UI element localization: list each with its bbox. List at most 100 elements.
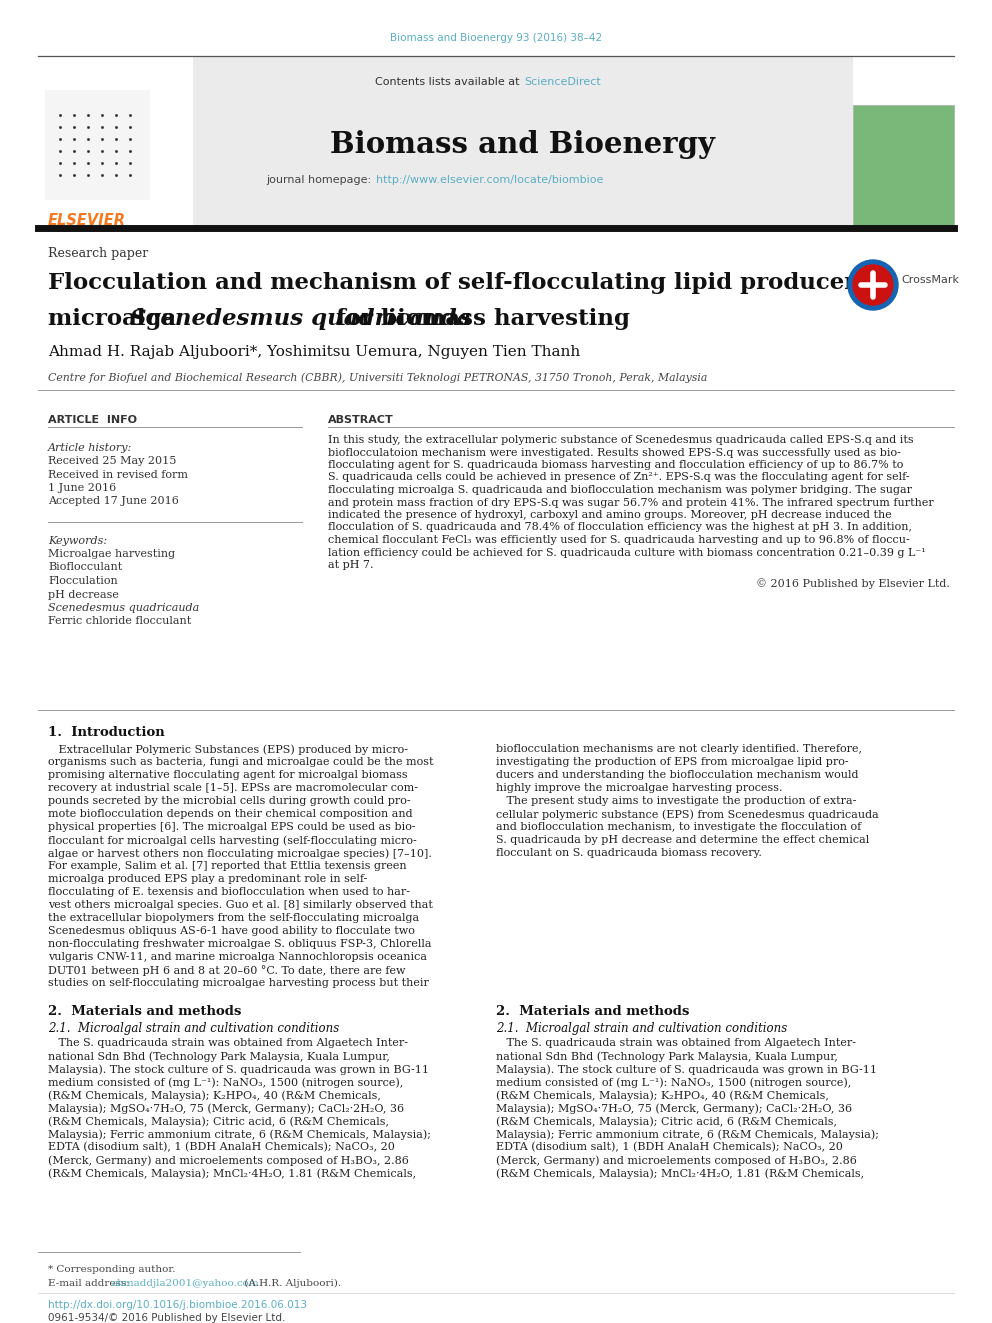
Text: ABSTRACT: ABSTRACT (328, 415, 394, 425)
Text: 2.  Materials and methods: 2. Materials and methods (496, 1005, 689, 1017)
Text: © 2016 Published by Elsevier Ltd.: © 2016 Published by Elsevier Ltd. (756, 578, 950, 589)
Text: flocculating agent for S. quadricauda biomass harvesting and flocculation effici: flocculating agent for S. quadricauda bi… (328, 460, 904, 470)
Text: Scenedesmus quadricauda: Scenedesmus quadricauda (130, 308, 471, 329)
Text: (R&M Chemicals, Malaysia); MnCl₂·4H₂O, 1.81 (R&M Chemicals,: (R&M Chemicals, Malaysia); MnCl₂·4H₂O, 1… (496, 1168, 864, 1179)
Bar (38, 57, 193, 225)
Circle shape (848, 261, 898, 310)
Text: S. quadricauda cells could be achieved in presence of Zn²⁺. EPS-S.q was the floc: S. quadricauda cells could be achieved i… (328, 472, 910, 483)
Text: Malaysia); MgSO₄·7H₂O, 75 (Merck, Germany); CaCl₂·2H₂O, 36: Malaysia); MgSO₄·7H₂O, 75 (Merck, German… (496, 1103, 852, 1114)
Text: vest others microalgal species. Guo et al. [8] similarly observed that: vest others microalgal species. Guo et a… (48, 900, 433, 910)
Text: Scenedesmus obliquus AS-6-1 have good ability to flocculate two: Scenedesmus obliquus AS-6-1 have good ab… (48, 926, 415, 935)
Text: indicated the presence of hydroxyl, carboxyl and amino groups. Moreover, pH decr: indicated the presence of hydroxyl, carb… (328, 509, 892, 520)
Text: Keywords:: Keywords: (48, 536, 107, 546)
Text: BIOMASS &
BIOENERGY: BIOMASS & BIOENERGY (878, 82, 928, 102)
Text: and protein mass fraction of dry EPS-S.q was sugar 56.7% and protein 41%. The in: and protein mass fraction of dry EPS-S.q… (328, 497, 933, 508)
Text: flocculating microalga S. quadricauda and bioflocculation mechanism was polymer : flocculating microalga S. quadricauda an… (328, 486, 912, 495)
Text: 0961-9534/© 2016 Published by Elsevier Ltd.: 0961-9534/© 2016 Published by Elsevier L… (48, 1312, 286, 1323)
Text: cellular polymeric substance (EPS) from Scenedesmus quadricauda: cellular polymeric substance (EPS) from … (496, 808, 879, 819)
Text: ducers and understanding the bioflocculation mechanism would: ducers and understanding the biofloccula… (496, 770, 858, 781)
Text: * Corresponding author.: * Corresponding author. (48, 1265, 176, 1274)
Text: investigating the production of EPS from microalgae lipid pro-: investigating the production of EPS from… (496, 757, 848, 767)
Text: Malaysia). The stock culture of S. quadricauda was grown in BG-11: Malaysia). The stock culture of S. quadr… (48, 1064, 429, 1074)
Text: For example, Salim et al. [7] reported that Ettlia texensis green: For example, Salim et al. [7] reported t… (48, 861, 407, 871)
Text: flocculating of E. texensis and bioflocculation when used to har-: flocculating of E. texensis and bioflocc… (48, 886, 410, 897)
Text: 1 June 2016: 1 June 2016 (48, 483, 116, 493)
Text: algae or harvest others non flocculating microalgae species) [7–10].: algae or harvest others non flocculating… (48, 848, 432, 859)
Text: Accepted 17 June 2016: Accepted 17 June 2016 (48, 496, 179, 507)
Text: Bioflocculant: Bioflocculant (48, 562, 122, 573)
Text: ScienceDirect: ScienceDirect (524, 77, 601, 87)
Text: In this study, the extracellular polymeric substance of Scenedesmus quadricauda : In this study, the extracellular polymer… (328, 435, 914, 445)
Text: Malaysia). The stock culture of S. quadricauda was grown in BG-11: Malaysia). The stock culture of S. quadr… (496, 1064, 877, 1074)
Text: CrossMark: CrossMark (901, 275, 959, 284)
Text: Ahmad H. Rajab Aljuboori*, Yoshimitsu Uemura, Nguyen Tien Thanh: Ahmad H. Rajab Aljuboori*, Yoshimitsu Ue… (48, 345, 580, 359)
Text: 2.1.  Microalgal strain and cultivation conditions: 2.1. Microalgal strain and cultivation c… (48, 1021, 339, 1035)
Circle shape (853, 265, 893, 306)
Text: E-mail address:: E-mail address: (48, 1279, 133, 1289)
Bar (853, 105, 954, 225)
Text: mote bioflocculation depends on their chemical composition and: mote bioflocculation depends on their ch… (48, 808, 413, 819)
Text: bioflocculation mechanisms are not clearly identified. Therefore,: bioflocculation mechanisms are not clear… (496, 744, 862, 754)
Text: medium consisted of (mg L⁻¹): NaNO₃, 1500 (nitrogen source),: medium consisted of (mg L⁻¹): NaNO₃, 150… (496, 1077, 851, 1088)
Text: (R&M Chemicals, Malaysia); Citric acid, 6 (R&M Chemicals,: (R&M Chemicals, Malaysia); Citric acid, … (496, 1117, 837, 1127)
Text: Malaysia); MgSO₄·7H₂O, 75 (Merck, Germany); CaCl₂·2H₂O, 36: Malaysia); MgSO₄·7H₂O, 75 (Merck, German… (48, 1103, 404, 1114)
Text: national Sdn Bhd (Technology Park Malaysia, Kuala Lumpur,: national Sdn Bhd (Technology Park Malays… (496, 1050, 838, 1061)
Text: Extracellular Polymeric Substances (EPS) produced by micro-: Extracellular Polymeric Substances (EPS)… (48, 744, 408, 754)
Text: 2.  Materials and methods: 2. Materials and methods (48, 1005, 241, 1017)
Text: Research paper: Research paper (48, 247, 148, 261)
Text: EDTA (disodium salt), 1 (BDH AnalaH Chemicals); NaCO₃, 20: EDTA (disodium salt), 1 (BDH AnalaH Chem… (48, 1142, 395, 1152)
Text: national Sdn Bhd (Technology Park Malaysia, Kuala Lumpur,: national Sdn Bhd (Technology Park Malays… (48, 1050, 390, 1061)
Text: Malaysia); Ferric ammonium citrate, 6 (R&M Chemicals, Malaysia);: Malaysia); Ferric ammonium citrate, 6 (R… (48, 1129, 431, 1139)
Text: (Merck, Germany) and microelements composed of H₃BO₃, 2.86: (Merck, Germany) and microelements compo… (496, 1155, 857, 1166)
Text: http://www.elsevier.com/locate/biombioe: http://www.elsevier.com/locate/biombioe (376, 175, 603, 185)
Bar (193, 57, 853, 225)
Text: highly improve the microalgae harvesting process.: highly improve the microalgae harvesting… (496, 783, 783, 792)
Text: S. quadricauda by pH decrease and determine the effect chemical: S. quadricauda by pH decrease and determ… (496, 835, 869, 845)
Text: ARTICLE  INFO: ARTICLE INFO (48, 415, 137, 425)
Text: 1.  Introduction: 1. Introduction (48, 726, 165, 740)
Text: microalga: microalga (48, 308, 184, 329)
Text: medium consisted of (mg L⁻¹): NaNO₃, 1500 (nitrogen source),: medium consisted of (mg L⁻¹): NaNO₃, 150… (48, 1077, 404, 1088)
Text: flocculant for microalgal cells harvesting (self-flocculating micro-: flocculant for microalgal cells harvesti… (48, 835, 417, 845)
Text: (Merck, Germany) and microelements composed of H₃BO₃, 2.86: (Merck, Germany) and microelements compo… (48, 1155, 409, 1166)
Text: promising alternative flocculating agent for microalgal biomass: promising alternative flocculating agent… (48, 770, 408, 781)
Text: flocculation of S. quadricauda and 78.4% of flocculation efficiency was the high: flocculation of S. quadricauda and 78.4%… (328, 523, 912, 532)
Text: pounds secreted by the microbial cells during growth could pro-: pounds secreted by the microbial cells d… (48, 796, 411, 806)
Text: Centre for Biofuel and Biochemical Research (CBBR), Universiti Teknologi PETRONA: Centre for Biofuel and Biochemical Resea… (48, 372, 707, 382)
Text: studies on self-flocculating microalgae harvesting process but their: studies on self-flocculating microalgae … (48, 978, 429, 988)
Text: microalga produced EPS play a predominant role in self-: microalga produced EPS play a predominan… (48, 875, 367, 884)
Text: Microalgae harvesting: Microalgae harvesting (48, 549, 176, 560)
Text: Contents lists available at: Contents lists available at (375, 77, 523, 87)
Bar (45, 90, 150, 200)
Text: the extracellular biopolymers from the self-flocculating microalga: the extracellular biopolymers from the s… (48, 913, 420, 923)
Text: The S. quadricauda strain was obtained from Algaetech Inter-: The S. quadricauda strain was obtained f… (48, 1039, 408, 1048)
Text: 2.1.  Microalgal strain and cultivation conditions: 2.1. Microalgal strain and cultivation c… (496, 1021, 788, 1035)
Text: recovery at industrial scale [1–5]. EPSs are macromolecular com-: recovery at industrial scale [1–5]. EPSs… (48, 783, 418, 792)
Text: (R&M Chemicals, Malaysia); Citric acid, 6 (R&M Chemicals,: (R&M Chemicals, Malaysia); Citric acid, … (48, 1117, 389, 1127)
Text: Biomass and Bioenergy 93 (2016) 38–42: Biomass and Bioenergy 93 (2016) 38–42 (390, 33, 602, 44)
Text: flocculant on S. quadricauda biomass recovery.: flocculant on S. quadricauda biomass rec… (496, 848, 762, 859)
Text: ELSEVIER: ELSEVIER (48, 213, 126, 228)
Text: Received 25 May 2015: Received 25 May 2015 (48, 456, 177, 466)
Text: chemical flocculant FeCl₃ was efficiently used for S. quadricauda harvesting and: chemical flocculant FeCl₃ was efficientl… (328, 534, 910, 545)
Text: Article history:: Article history: (48, 443, 132, 452)
Text: The S. quadricauda strain was obtained from Algaetech Inter-: The S. quadricauda strain was obtained f… (496, 1039, 856, 1048)
Text: The present study aims to investigate the production of extra-: The present study aims to investigate th… (496, 796, 856, 806)
Text: Received in revised form: Received in revised form (48, 470, 188, 479)
Text: non-flocculating freshwater microalgae S. obliquus FSP-3, Chlorella: non-flocculating freshwater microalgae S… (48, 939, 432, 949)
Text: ahmaddjla2001@yahoo.com: ahmaddjla2001@yahoo.com (111, 1279, 259, 1289)
Text: physical properties [6]. The microalgal EPS could be used as bio-: physical properties [6]. The microalgal … (48, 822, 416, 832)
Text: Flocculation: Flocculation (48, 576, 118, 586)
Text: (R&M Chemicals, Malaysia); K₂HPO₄, 40 (R&M Chemicals,: (R&M Chemicals, Malaysia); K₂HPO₄, 40 (R… (48, 1090, 381, 1101)
Text: DUT01 between pH 6 and 8 at 20–60 °C. To date, there are few: DUT01 between pH 6 and 8 at 20–60 °C. To… (48, 964, 406, 976)
Text: Scenedesmus quadricauda: Scenedesmus quadricauda (48, 603, 199, 613)
Text: lation efficiency could be achieved for S. quadricauda culture with biomass conc: lation efficiency could be achieved for … (328, 548, 926, 557)
Text: (R&M Chemicals, Malaysia); MnCl₂·4H₂O, 1.81 (R&M Chemicals,: (R&M Chemicals, Malaysia); MnCl₂·4H₂O, 1… (48, 1168, 416, 1179)
Text: organisms such as bacteria, fungi and microalgae could be the most: organisms such as bacteria, fungi and mi… (48, 757, 434, 767)
Text: and bioflocculation mechanism, to investigate the flocculation of: and bioflocculation mechanism, to invest… (496, 822, 861, 832)
Text: vulgaris CNW-11, and marine microalga Nannochloropsis oceanica: vulgaris CNW-11, and marine microalga Na… (48, 953, 427, 962)
Text: (R&M Chemicals, Malaysia); K₂HPO₄, 40 (R&M Chemicals,: (R&M Chemicals, Malaysia); K₂HPO₄, 40 (R… (496, 1090, 829, 1101)
Text: EDTA (disodium salt), 1 (BDH AnalaH Chemicals); NaCO₃, 20: EDTA (disodium salt), 1 (BDH AnalaH Chem… (496, 1142, 843, 1152)
Text: at pH 7.: at pH 7. (328, 560, 374, 570)
Text: bioflocculatoion mechanism were investigated. Results showed EPS-S.q was success: bioflocculatoion mechanism were investig… (328, 447, 901, 458)
